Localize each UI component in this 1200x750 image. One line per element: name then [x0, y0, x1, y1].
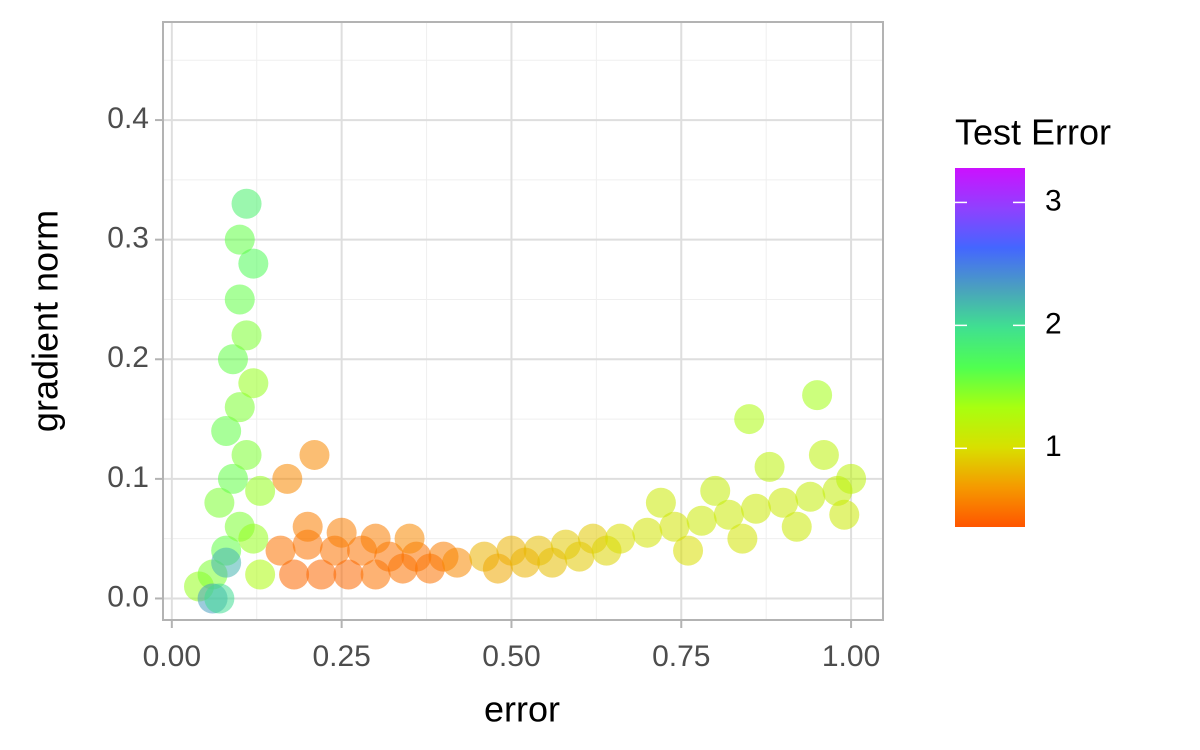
point: [564, 541, 595, 572]
legend-title: Test Error: [955, 112, 1111, 153]
point: [360, 559, 391, 590]
point: [387, 553, 418, 584]
point: [231, 439, 262, 470]
y-tick-label: 0.1: [107, 461, 149, 494]
point: [768, 487, 799, 518]
x-tick-label: 0.25: [312, 640, 370, 673]
y-tick-label: 0.2: [107, 341, 149, 374]
colorbar-tick-label: 3: [1045, 184, 1062, 217]
point: [272, 463, 303, 494]
point: [211, 547, 242, 578]
point: [217, 463, 248, 494]
point: [510, 547, 541, 578]
point: [795, 481, 826, 512]
colorbar-tick-label: 2: [1045, 307, 1062, 340]
point: [740, 493, 771, 524]
point: [245, 559, 276, 590]
point: [537, 547, 568, 578]
point: [700, 475, 731, 506]
point: [265, 535, 296, 566]
point: [224, 284, 255, 315]
point: [238, 368, 269, 399]
point: [306, 559, 337, 590]
point: [238, 248, 269, 279]
point: [686, 505, 717, 536]
point: [245, 475, 276, 506]
point: [279, 559, 310, 590]
point: [659, 511, 690, 542]
point: [781, 511, 812, 542]
y-tick-label: 0.4: [107, 102, 149, 135]
point: [836, 463, 867, 494]
point: [231, 320, 262, 351]
point: [360, 523, 391, 554]
point: [394, 523, 425, 554]
point: [802, 380, 833, 411]
point: [727, 523, 758, 554]
point: [333, 559, 364, 590]
point: [605, 523, 636, 554]
point: [808, 439, 839, 470]
colorbar: [955, 168, 1025, 527]
point: [482, 553, 513, 584]
y-tick-label: 0.3: [107, 222, 149, 255]
point: [238, 523, 269, 554]
x-tick-label: 0.00: [143, 640, 201, 673]
point: [204, 487, 235, 518]
point: [442, 547, 473, 578]
x-tick-label: 1.00: [822, 640, 880, 673]
y-tick-label: 0.0: [107, 580, 149, 613]
point: [204, 583, 235, 614]
y-axis-label: gradient norm: [25, 210, 66, 432]
point: [673, 535, 704, 566]
point: [217, 344, 248, 375]
point: [414, 553, 445, 584]
point: [829, 499, 860, 530]
point: [754, 451, 785, 482]
x-tick-label: 0.50: [482, 640, 540, 673]
x-tick-label: 0.75: [652, 640, 710, 673]
point: [224, 392, 255, 423]
point: [645, 487, 676, 518]
point: [224, 224, 255, 255]
point: [211, 416, 242, 447]
panel-border: [162, 21, 884, 621]
point: [299, 439, 330, 470]
point: [326, 517, 357, 548]
x-axis-label: error: [484, 689, 560, 730]
point: [734, 404, 765, 435]
colorbar-tick-label: 1: [1045, 430, 1062, 463]
point: [292, 511, 323, 542]
point: [231, 188, 262, 219]
point: [713, 499, 744, 530]
point: [632, 517, 663, 548]
